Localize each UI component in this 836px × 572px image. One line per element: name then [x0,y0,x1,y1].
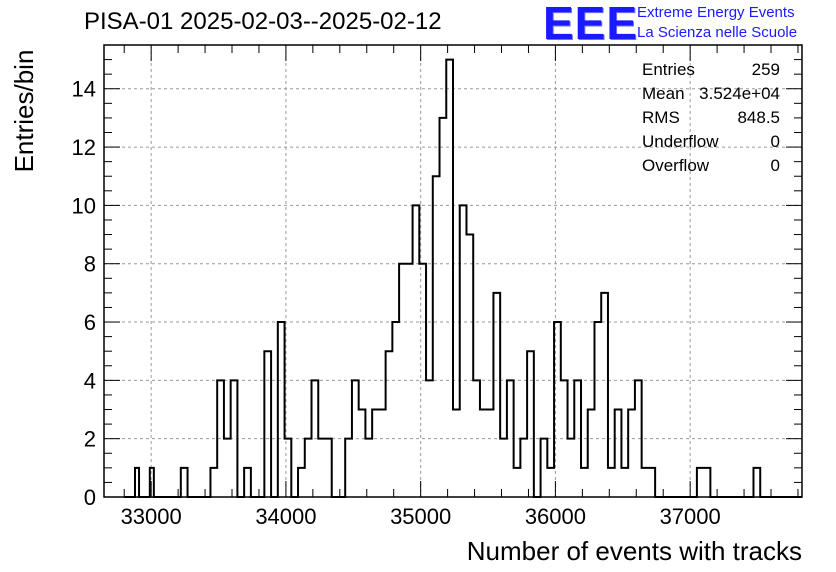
eee-logo-mark: EEE [543,0,639,49]
stats-box: Entries 259 Mean 3.524e+04 RMS 848.5 Und… [642,60,780,180]
plot-frame [103,44,803,498]
logo-line-1: Extreme Energy Events [637,4,795,21]
y-axis-label: Entries/bin [9,49,39,173]
chart-title: PISA-01 2025-02-03--2025-02-12 [84,8,442,35]
y-tick-label: 10 [72,193,96,218]
x-tick-label: 34000 [255,504,316,529]
stat-key: Entries [642,60,695,79]
stat-underflow: Underflow 0 [642,132,780,156]
x-tick-label: 37000 [660,504,721,529]
stat-key: Underflow [642,132,719,151]
y-tick-label: 2 [84,427,96,452]
x-axis-label: Number of events with tracks [466,536,802,566]
logo-line-2: La Scienza nelle Scuole [637,24,798,41]
stat-entries: Entries 259 [642,60,780,84]
y-tick-label: 14 [72,77,96,102]
stat-mean: Mean 3.524e+04 [642,84,780,108]
stat-value: 259 [751,60,780,79]
histogram-line [124,58,802,498]
stat-value: 0 [770,156,780,175]
x-tick-label: 33000 [121,504,182,529]
y-tick-label: 6 [84,310,96,335]
y-tick-label: 12 [72,135,96,160]
stat-rms: RMS 848.5 [642,108,780,132]
stat-key: RMS [642,108,680,127]
stat-value: 3.524e+04 [699,84,780,103]
x-tick-label: 35000 [390,504,451,529]
stat-overflow: Overflow 0 [642,156,780,180]
axis-ticks: 0 2 4 6 8 10 12 14 33000 34000 35000 36000 37000 [72,45,802,529]
stat-key: Overflow [642,156,710,175]
stat-key: Mean [642,84,685,103]
y-tick-label: 4 [84,368,96,393]
y-tick-label: 0 [84,485,96,510]
stat-value: 0 [770,132,780,151]
stat-value: 848.5 [737,108,780,127]
y-tick-label: 8 [84,252,96,277]
x-tick-label: 36000 [525,504,586,529]
